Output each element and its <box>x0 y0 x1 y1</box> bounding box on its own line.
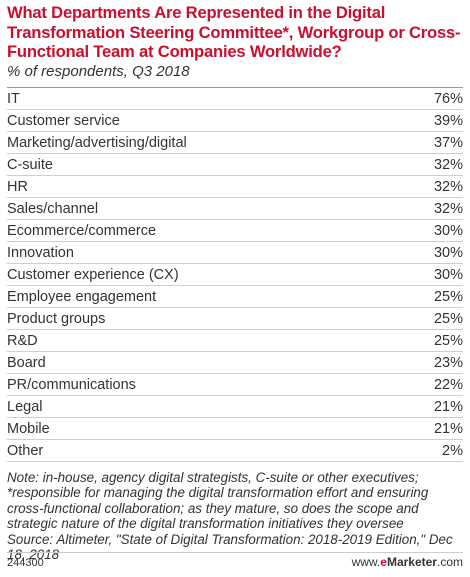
notes-block: Note: in-house, agency digital strategis… <box>7 470 467 562</box>
table-row: Mobile 21% <box>7 418 463 440</box>
category-label: Product groups <box>7 311 106 327</box>
value-label: 23% <box>433 355 463 371</box>
value-label: 76% <box>433 91 463 107</box>
brand-e: e <box>380 555 387 569</box>
brand-link[interactable]: www.eMarketer.com <box>352 555 463 570</box>
note-text: Note: in-house, agency digital strategis… <box>7 470 429 532</box>
chart-title: What Departments Are Represented in the … <box>7 3 461 61</box>
category-label: Other <box>7 443 44 459</box>
category-label: Mobile <box>7 421 50 437</box>
value-label: 30% <box>433 267 463 283</box>
category-label: HR <box>7 179 28 195</box>
table-row: Board 23% <box>7 352 463 374</box>
value-label: 21% <box>433 399 463 415</box>
table-row: HR 32% <box>7 176 463 198</box>
value-label: 32% <box>433 201 463 217</box>
table-row: PR/communications 22% <box>7 374 463 396</box>
table-row: Ecommerce/commerce 30% <box>7 220 463 242</box>
chart-id: 244300 <box>7 557 44 569</box>
value-label: 37% <box>433 135 463 151</box>
value-label: 21% <box>433 421 463 437</box>
table-row: Marketing/advertising/digital 37% <box>7 132 463 154</box>
brand-prefix: www. <box>351 555 381 569</box>
table-row: Customer experience (CX) 30% <box>7 264 463 286</box>
category-label: Customer service <box>7 113 120 129</box>
value-label: 32% <box>433 157 463 173</box>
table-row: Product groups 25% <box>7 308 463 330</box>
footer-divider <box>7 552 463 553</box>
table-row: C-suite 32% <box>7 154 463 176</box>
category-label: Employee engagement <box>7 289 157 305</box>
table-row: IT 76% <box>7 88 463 110</box>
table-row: Customer service 39% <box>7 110 463 132</box>
category-label: IT <box>7 91 20 107</box>
table-row: Other 2% <box>7 440 463 462</box>
table-row: R&D 25% <box>7 330 463 352</box>
table-row: Innovation 30% <box>7 242 463 264</box>
brand-name: Marketer <box>386 555 437 569</box>
table-row: Employee engagement 25% <box>7 286 463 308</box>
value-label: 39% <box>433 113 463 129</box>
value-label: 30% <box>433 223 463 239</box>
value-label: 25% <box>433 311 463 327</box>
category-label: C-suite <box>7 157 53 173</box>
table-row: Sales/channel 32% <box>7 198 463 220</box>
category-label: Sales/channel <box>7 201 99 217</box>
data-table: IT 76% Customer service 39% Marketing/advert… <box>7 87 463 462</box>
value-label: 30% <box>433 245 463 261</box>
category-label: Customer experience (CX) <box>7 267 179 283</box>
value-label: 22% <box>433 377 463 393</box>
value-label: 2% <box>442 443 463 459</box>
chart-subtitle: % of respondents, Q3 2018 <box>7 63 190 80</box>
category-label: Board <box>7 355 46 371</box>
source-text: Source: Altimeter, "State of Digital Tra… <box>7 531 453 563</box>
value-label: 32% <box>433 179 463 195</box>
category-label: Ecommerce/commerce <box>7 223 157 239</box>
table-row: Legal 21% <box>7 396 463 418</box>
value-label: 25% <box>433 289 463 305</box>
category-label: Legal <box>7 399 43 415</box>
category-label: PR/communications <box>7 377 136 393</box>
value-label: 25% <box>433 333 463 349</box>
category-label: Marketing/advertising/digital <box>7 135 187 151</box>
category-label: R&D <box>7 333 38 349</box>
brand-suffix: .com <box>436 555 463 569</box>
category-label: Innovation <box>7 245 74 261</box>
